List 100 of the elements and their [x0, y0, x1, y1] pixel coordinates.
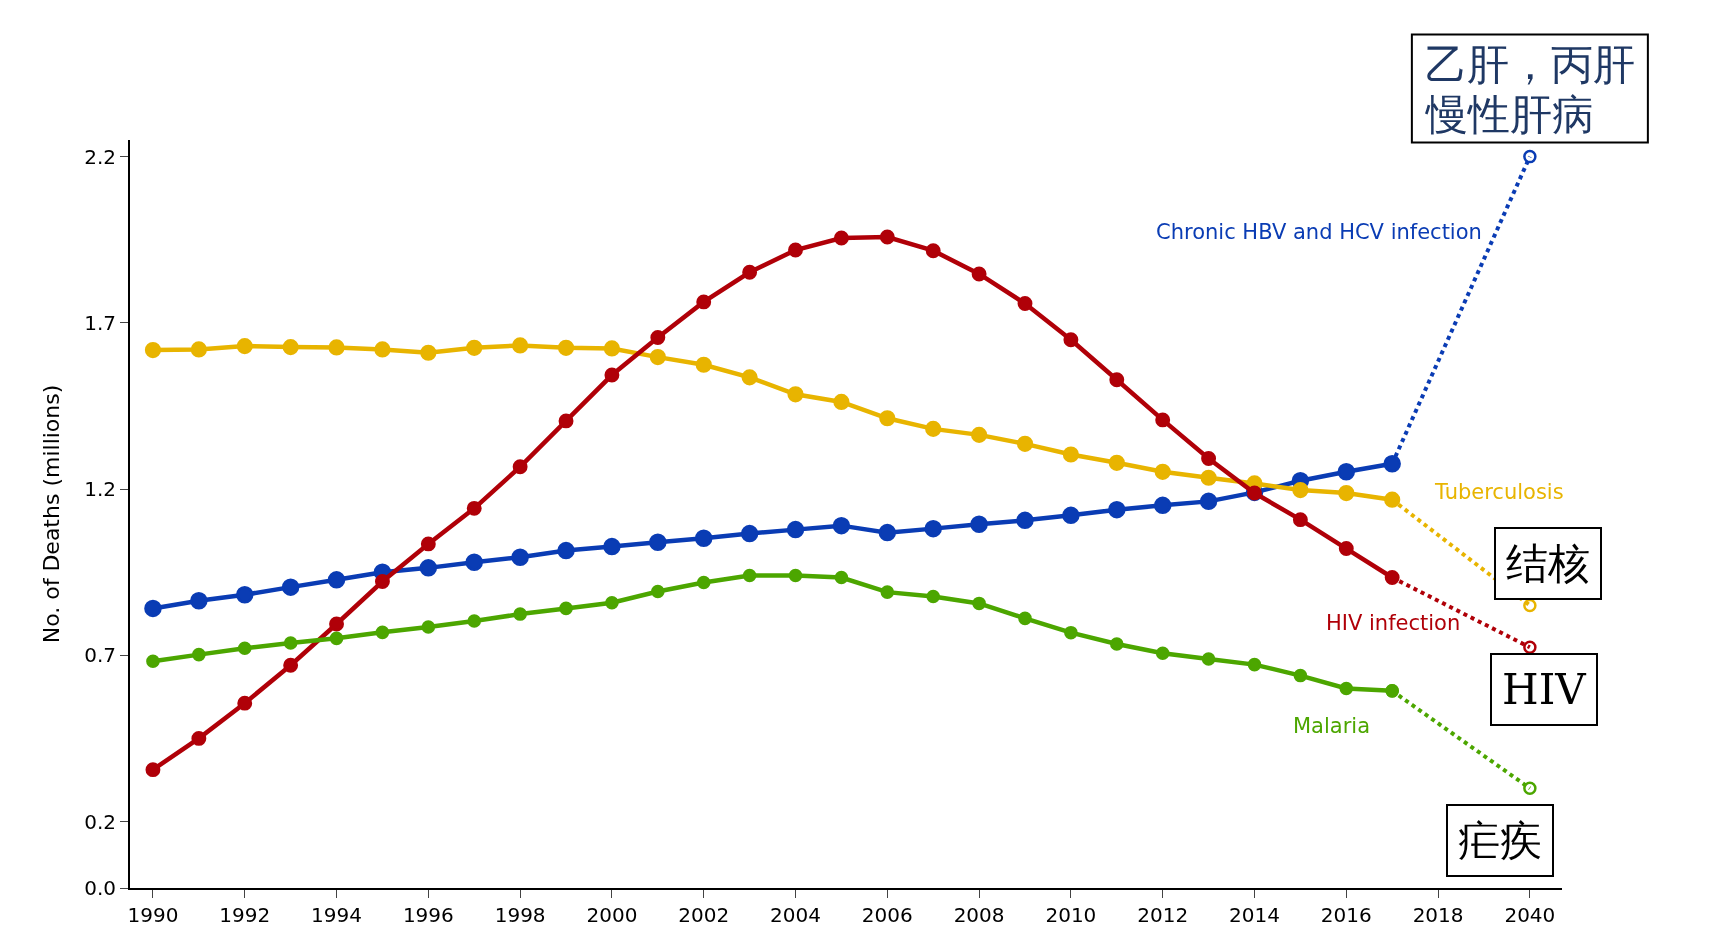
point	[926, 589, 941, 604]
point	[192, 647, 206, 662]
x-tick-label: 2006	[861, 903, 913, 927]
point	[467, 614, 482, 628]
point	[834, 570, 849, 585]
point	[924, 519, 942, 538]
y-tick-label: 1.2	[84, 477, 116, 502]
point	[1017, 296, 1033, 311]
y-axis-title: No. of Deaths (millions)	[39, 384, 65, 644]
point	[559, 601, 573, 616]
point	[1062, 506, 1080, 525]
point	[651, 584, 665, 599]
point	[144, 599, 162, 618]
point	[144, 342, 162, 359]
point	[1201, 451, 1217, 466]
point	[741, 369, 758, 386]
annotation: 慢性肝病	[1425, 90, 1594, 139]
point	[281, 578, 300, 596]
point	[650, 330, 666, 345]
point	[788, 242, 803, 258]
point	[694, 529, 713, 548]
point	[1153, 496, 1172, 515]
point	[237, 695, 253, 711]
point	[1338, 541, 1354, 557]
point	[1523, 598, 1537, 613]
point	[833, 393, 850, 411]
point	[1200, 469, 1217, 486]
point	[1109, 372, 1125, 388]
point	[1199, 492, 1218, 511]
series-label: Tuberculosis	[1434, 480, 1564, 504]
point	[557, 339, 575, 356]
x-tick-label: 2000	[586, 903, 638, 927]
point	[1016, 511, 1034, 530]
x-tick-label: 1990	[127, 903, 179, 927]
point	[190, 592, 208, 610]
point	[421, 620, 436, 634]
point	[880, 585, 895, 599]
point	[283, 636, 298, 650]
annotation: 乙肝，丙肝	[1425, 40, 1635, 89]
point	[1109, 637, 1124, 651]
point	[696, 294, 712, 310]
point	[603, 537, 621, 556]
point	[146, 654, 160, 669]
point	[971, 426, 988, 443]
point	[695, 356, 712, 373]
annotation: 疟疾	[1458, 816, 1542, 865]
point	[1523, 781, 1537, 796]
point	[1337, 463, 1356, 481]
point	[1018, 611, 1032, 626]
point	[236, 586, 254, 604]
x-tick-label: 2012	[1137, 903, 1189, 927]
point	[1292, 481, 1309, 499]
point	[420, 536, 436, 552]
point	[970, 515, 988, 534]
point	[1292, 512, 1308, 528]
y-tick-label: 1.7	[84, 310, 116, 335]
point	[971, 266, 987, 282]
point	[925, 243, 941, 259]
point	[1338, 484, 1355, 502]
point	[375, 625, 390, 640]
point	[1063, 332, 1079, 348]
point	[329, 616, 344, 632]
point	[1108, 454, 1125, 471]
point	[1108, 500, 1126, 519]
point	[1064, 625, 1078, 640]
point	[696, 575, 711, 590]
point	[557, 541, 575, 560]
point	[466, 500, 482, 516]
point	[511, 548, 529, 566]
point	[465, 553, 483, 571]
x-tick-label: 1992	[219, 903, 271, 927]
point	[786, 520, 805, 539]
y-tick-label: 0.0	[84, 876, 116, 900]
point	[833, 230, 849, 246]
point	[237, 641, 252, 656]
y-tick-label: 0.2	[84, 809, 116, 834]
x-tick-label: 1994	[311, 903, 362, 927]
x-tick-label: 2018	[1412, 903, 1464, 927]
x-tick-label: 1996	[402, 903, 454, 927]
point	[191, 730, 207, 746]
x-tick-label: 2004	[770, 903, 821, 927]
x-tick-label: 1998	[494, 903, 546, 927]
annotation: HIV	[1502, 665, 1587, 714]
point	[925, 420, 942, 437]
point	[1523, 149, 1537, 164]
point	[419, 559, 438, 577]
x-tick-label: 2002	[678, 903, 730, 927]
point	[512, 459, 528, 475]
point	[558, 413, 574, 429]
point	[1293, 668, 1308, 683]
point	[1062, 446, 1079, 463]
point	[878, 523, 897, 542]
x-tick-label: 2014	[1229, 903, 1280, 927]
x-tick-label: 2040	[1504, 903, 1556, 927]
point	[1154, 463, 1171, 480]
point	[513, 607, 527, 621]
x-tick-label: 2016	[1320, 903, 1372, 927]
point	[236, 338, 253, 355]
point	[788, 568, 803, 583]
point	[742, 264, 758, 280]
